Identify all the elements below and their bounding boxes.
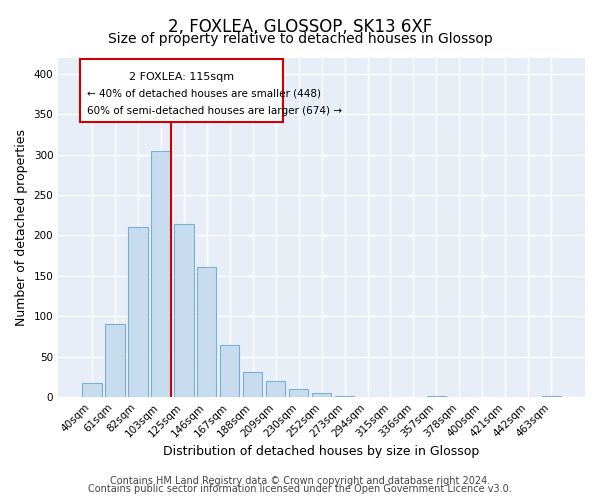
Bar (335, 396, 355, 397)
Bar (82, 384, 101, 397)
Bar (80, 59, 283, 122)
Bar (151, 150, 170, 397)
Bar (128, 226, 148, 397)
Bar (197, 267, 217, 397)
Bar (174, 224, 194, 397)
Y-axis label: Number of detached properties: Number of detached properties (15, 129, 28, 326)
Text: 2, FOXLEA, GLOSSOP, SK13 6XF: 2, FOXLEA, GLOSSOP, SK13 6XF (168, 18, 432, 36)
Bar (105, 324, 125, 397)
Text: ← 40% of detached houses are smaller (448): ← 40% of detached houses are smaller (44… (87, 89, 321, 99)
Bar (243, 372, 262, 397)
Bar (289, 389, 308, 397)
Text: Contains HM Land Registry data © Crown copyright and database right 2024.: Contains HM Land Registry data © Crown c… (110, 476, 490, 486)
Text: Contains public sector information licensed under the Open Government Licence v3: Contains public sector information licen… (88, 484, 512, 494)
Bar (266, 381, 286, 397)
Text: 60% of semi-detached houses are larger (674) →: 60% of semi-detached houses are larger (… (87, 106, 342, 116)
Bar (220, 346, 239, 397)
Bar (542, 396, 561, 397)
Bar (427, 396, 446, 397)
Text: 2 FOXLEA: 115sqm: 2 FOXLEA: 115sqm (129, 72, 234, 82)
Bar (312, 393, 331, 397)
X-axis label: Distribution of detached houses by size in Glossop: Distribution of detached houses by size … (163, 444, 480, 458)
Text: Size of property relative to detached houses in Glossop: Size of property relative to detached ho… (107, 32, 493, 46)
